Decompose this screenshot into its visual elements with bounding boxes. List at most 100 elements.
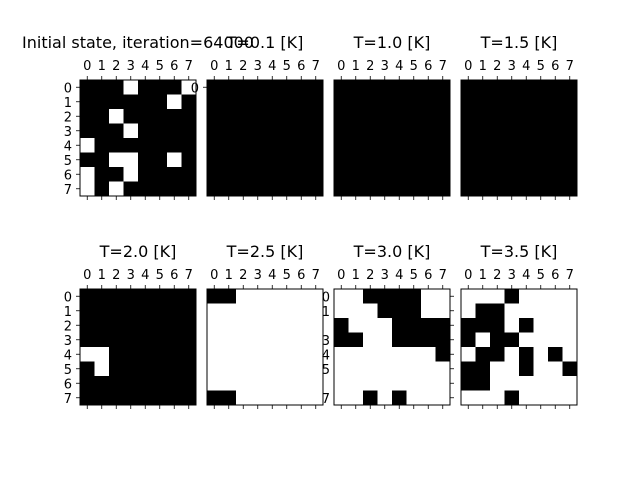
- heatmap-cell: [562, 347, 578, 362]
- heatmap-cell: [138, 94, 153, 110]
- heatmap-cell: [80, 376, 95, 391]
- heatmap-cell: [181, 152, 197, 168]
- heatmap-cell: [435, 361, 451, 377]
- heatmap-cell: [167, 332, 182, 348]
- heatmap-cell: [207, 80, 222, 95]
- heatmap-panel-5: [206, 288, 324, 409]
- heatmap-cell: [519, 347, 534, 362]
- heatmap-cell: [138, 289, 153, 304]
- y-tick-label: 7: [64, 183, 72, 198]
- heatmap-cell: [80, 361, 95, 377]
- heatmap-cell: [475, 303, 491, 319]
- heatmap-cell: [334, 318, 349, 333]
- y-tick-label: 6: [64, 168, 72, 183]
- heatmap-cell: [348, 376, 364, 391]
- heatmap-cell: [548, 138, 563, 153]
- heatmap-cell: [236, 390, 251, 406]
- heatmap-cell: [94, 167, 110, 182]
- heatmap-cell: [109, 361, 124, 377]
- heatmap-cell: [533, 332, 549, 348]
- heatmap-cell: [94, 303, 110, 319]
- heatmap-labels-1: 0 1 2 3 4 5 6 70T=0.1 [K]: [191, 33, 320, 96]
- heatmap-cell: [363, 167, 378, 182]
- heatmap-cell: [279, 109, 295, 124]
- y-tick-label: 1: [64, 305, 72, 320]
- x-tick-label: 2: [493, 268, 501, 283]
- heatmap-cell: [109, 152, 124, 168]
- heatmap-cell: [123, 167, 139, 182]
- heatmap-cell: [392, 138, 407, 153]
- heatmap-cell: [406, 361, 422, 377]
- heatmap-cell: [475, 123, 491, 139]
- heatmap-cell: [80, 289, 95, 304]
- heatmap-cell: [392, 376, 407, 391]
- heatmap-cell: [392, 94, 407, 110]
- heatmap-cell: [80, 80, 95, 95]
- heatmap-cell: [504, 80, 520, 95]
- heatmap-cell: [406, 109, 422, 124]
- heatmap-frame: [333, 288, 451, 406]
- heatmap-cell: [435, 376, 451, 391]
- heatmap-cell: [348, 181, 364, 197]
- heatmap-cell: [123, 80, 139, 95]
- heatmap-cell: [236, 80, 251, 95]
- x-tick-label: 4: [522, 59, 530, 74]
- heatmap-cell: [236, 332, 251, 348]
- heatmap-cell: [152, 289, 168, 304]
- heatmap-cell: [236, 109, 251, 124]
- heatmap-cell: [392, 318, 407, 333]
- heatmap-cell: [167, 318, 182, 333]
- heatmap-cell: [221, 376, 237, 391]
- heatmap-cell: [533, 94, 549, 110]
- heatmap-cell: [348, 94, 364, 110]
- y-tick-label: 7: [322, 392, 330, 407]
- heatmap-cell: [490, 109, 505, 124]
- heatmap-cell: [109, 80, 124, 95]
- heatmap-cell: [207, 332, 222, 348]
- heatmap-cell: [406, 123, 422, 139]
- heatmap-cell: [392, 361, 407, 377]
- heatmap-cell: [308, 318, 324, 333]
- heatmap-cell: [475, 94, 491, 110]
- heatmap-cell: [490, 152, 505, 168]
- heatmap-cell: [421, 109, 436, 124]
- heatmap-cell: [363, 109, 378, 124]
- heatmap-panel-6: [333, 288, 454, 409]
- x-tick-label: 2: [493, 59, 501, 74]
- heatmap-cell: [250, 138, 266, 153]
- heatmap-cell: [490, 376, 505, 391]
- heatmap-cell: [236, 123, 251, 139]
- heatmap-cell: [548, 361, 563, 377]
- heatmap-cell: [421, 376, 436, 391]
- heatmap-cell: [533, 123, 549, 139]
- heatmap-cell: [490, 289, 505, 304]
- heatmap-cell: [181, 376, 197, 391]
- heatmap-cell: [181, 94, 197, 110]
- heatmap-cell: [461, 332, 476, 348]
- heatmap-cell: [562, 289, 578, 304]
- heatmap-cell: [334, 109, 349, 124]
- heatmap-cell: [533, 80, 549, 95]
- heatmap-cell: [475, 109, 491, 124]
- heatmap-cell: [152, 318, 168, 333]
- heatmap-cell: [207, 303, 222, 319]
- heatmap-cell: [334, 390, 349, 406]
- heatmap-cell: [334, 376, 349, 391]
- heatmap-labels-3: 0 1 2 3 4 5 6 7 T=1.5 [K]: [464, 33, 574, 80]
- heatmap-cell: [236, 94, 251, 110]
- heatmap-cell: [221, 80, 237, 95]
- heatmap-panel-2: [333, 79, 451, 200]
- heatmap-cell: [167, 94, 182, 110]
- y-tick-label: 0: [64, 290, 72, 305]
- heatmap-cell: [250, 289, 266, 304]
- heatmap-cell: [138, 390, 153, 406]
- heatmap-cell: [123, 109, 139, 124]
- heatmap-cell: [392, 152, 407, 168]
- x-tick-label: 7: [566, 59, 574, 74]
- heatmap-cell: [490, 390, 505, 406]
- x-tick-label: 5: [283, 59, 291, 74]
- heatmap-cell: [392, 332, 407, 348]
- heatmap-cell: [152, 152, 168, 168]
- x-tick-label: 3: [381, 59, 389, 74]
- heatmap-cell: [279, 138, 295, 153]
